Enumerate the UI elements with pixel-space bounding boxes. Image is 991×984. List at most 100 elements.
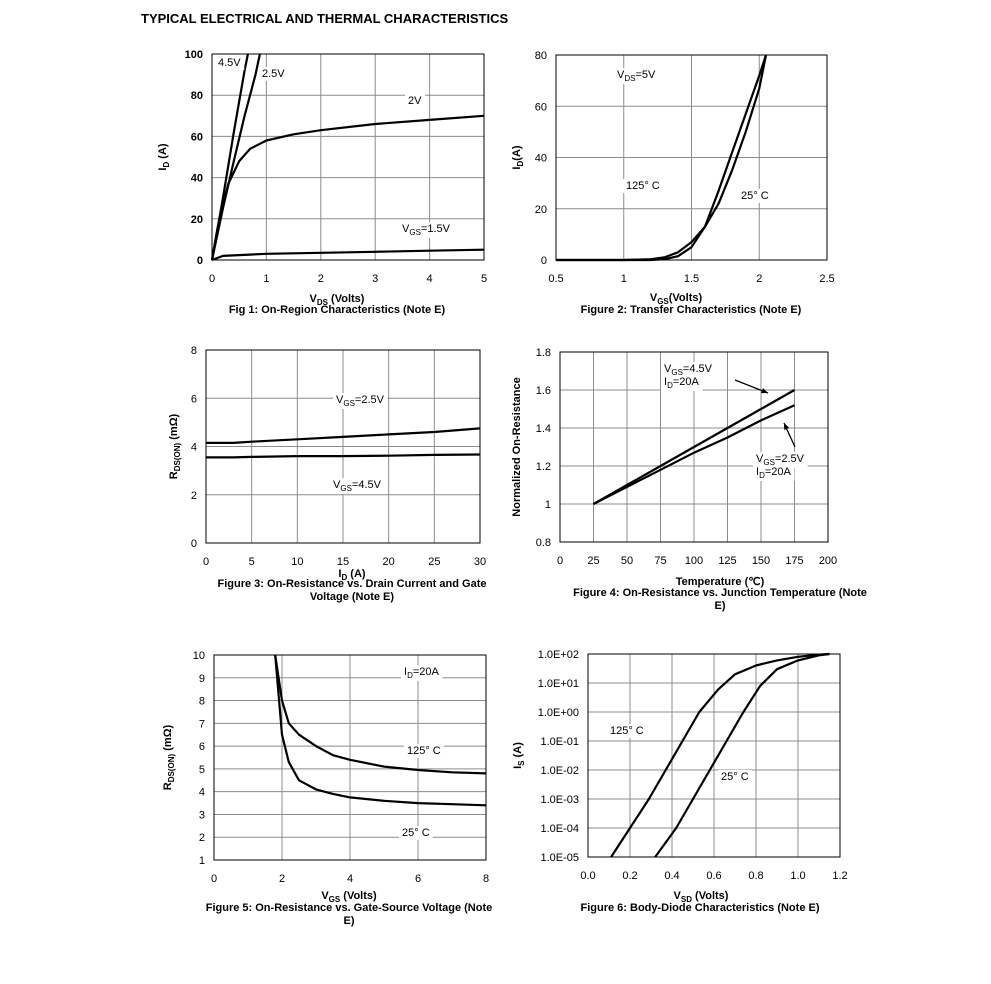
label-background — [753, 452, 808, 468]
arrow-head — [784, 423, 790, 430]
data-line — [610, 652, 830, 858]
label-background — [738, 189, 772, 203]
x-axis-label: VDS (Volts) — [310, 293, 365, 307]
y-tick-label: 1.0E+00 — [538, 707, 579, 719]
x-tick-label: 8 — [483, 873, 489, 885]
subscript: GS — [763, 458, 775, 467]
x-tick-label: 30 — [474, 556, 486, 568]
text-segment: (Volts) — [328, 293, 365, 305]
y-tick-label: 1.8 — [536, 347, 551, 359]
y-tick-label: 10 — [193, 650, 205, 662]
x-tick-label: 15 — [337, 556, 349, 568]
series-label: 25° C — [721, 771, 749, 783]
data-line — [206, 427, 481, 444]
plot-frame — [213, 654, 487, 861]
y-tick-label: 0 — [191, 538, 197, 550]
label-background — [330, 478, 385, 494]
text-segment: I — [512, 766, 524, 769]
plot-frame — [587, 653, 841, 858]
text-segment: (mΩ) — [168, 413, 180, 442]
label-background — [753, 465, 795, 481]
series-label: 25° C — [402, 827, 430, 839]
y-tick-label: 6 — [199, 741, 205, 753]
y-tick-label: 100 — [185, 49, 203, 61]
data-line — [210, 53, 261, 261]
data-line — [592, 404, 795, 505]
label-background — [405, 94, 426, 108]
text-segment: V — [310, 293, 318, 305]
x-tick-label: 1 — [621, 273, 627, 285]
label-background — [661, 362, 716, 378]
subscript: SD — [681, 895, 692, 904]
subscript: D — [341, 573, 347, 582]
x-tick-label: 0 — [211, 873, 217, 885]
label-background — [333, 393, 388, 409]
y-tick-label: 4 — [199, 787, 205, 799]
text-segment: (A) — [512, 742, 524, 761]
x-tick-label: 5 — [481, 273, 487, 285]
text-segment: =20A — [765, 466, 792, 478]
subscript: GS — [409, 228, 421, 237]
y-tick-label: 1.0E+01 — [538, 678, 579, 690]
y-tick-label: 40 — [535, 153, 547, 165]
label-background — [623, 179, 663, 193]
subscript: DS — [317, 298, 329, 307]
y-tick-label: 1.0E-04 — [540, 823, 579, 835]
label-background — [614, 68, 660, 84]
x-tick-label: 25 — [428, 556, 440, 568]
text-segment: I — [157, 168, 169, 171]
text-segment: (A) — [347, 568, 366, 580]
data-line — [592, 389, 796, 505]
y-tick-label: 1 — [545, 499, 551, 511]
y-tick-label: 1.0E-01 — [540, 736, 579, 748]
text-segment: =1.5V — [421, 223, 451, 235]
series-label: ID=20A — [664, 376, 700, 390]
text-segment: =4.5V — [683, 363, 713, 375]
y-tick-label: 1.6 — [536, 385, 551, 397]
series-label: ID=20A — [756, 466, 792, 480]
x-tick-label: 3 — [372, 273, 378, 285]
x-axis-label: VSD (Volts) — [674, 890, 729, 904]
series-label: VGS=1.5V — [402, 223, 451, 237]
text-segment: V — [402, 223, 410, 235]
y-tick-label: 80 — [535, 50, 547, 62]
y-tick-label: 20 — [535, 204, 547, 216]
x-tick-label: 0 — [557, 555, 563, 567]
label-background — [215, 56, 245, 70]
text-segment: I — [404, 666, 407, 678]
text-segment: V — [664, 363, 672, 375]
text-segment: V — [674, 890, 682, 902]
y-tick-label: 8 — [199, 696, 205, 708]
label-background — [718, 770, 752, 784]
text-segment: V — [617, 69, 625, 81]
x-tick-label: 0.8 — [748, 870, 763, 882]
x-tick-label: 10 — [291, 556, 303, 568]
figure-caption: Fig 1: On-Region Characteristics (Note E… — [228, 304, 446, 316]
text-segment: (A) — [511, 145, 523, 161]
y-tick-label: 1.2 — [536, 461, 551, 473]
label-background — [661, 375, 703, 391]
y-tick-label: 0.8 — [536, 537, 551, 549]
x-tick-label: 0 — [209, 273, 215, 285]
series-label: VGS=4.5V — [664, 363, 713, 377]
data-line — [654, 652, 830, 858]
plot-frame — [211, 53, 485, 261]
y-axis-label: ID (A) — [157, 143, 171, 171]
label-background — [607, 724, 647, 738]
y-axis-label: RDS(ON) (mΩ) — [168, 413, 182, 479]
series-label: 2V — [408, 95, 422, 107]
subscript: GS — [343, 399, 355, 408]
text-segment: (Volts) — [692, 890, 729, 902]
text-segment: (Volts) — [340, 890, 377, 902]
data-line — [206, 453, 481, 459]
x-tick-label: 0.4 — [664, 870, 679, 882]
text-segment: (A) — [157, 143, 169, 162]
y-tick-label: 1 — [199, 855, 205, 867]
x-tick-label: 4 — [347, 873, 353, 885]
text-segment: =4.5V — [352, 479, 382, 491]
y-tick-label: 20 — [191, 214, 203, 226]
data-line — [274, 654, 487, 775]
data-line — [211, 248, 485, 262]
series-label: 125° C — [407, 745, 441, 757]
